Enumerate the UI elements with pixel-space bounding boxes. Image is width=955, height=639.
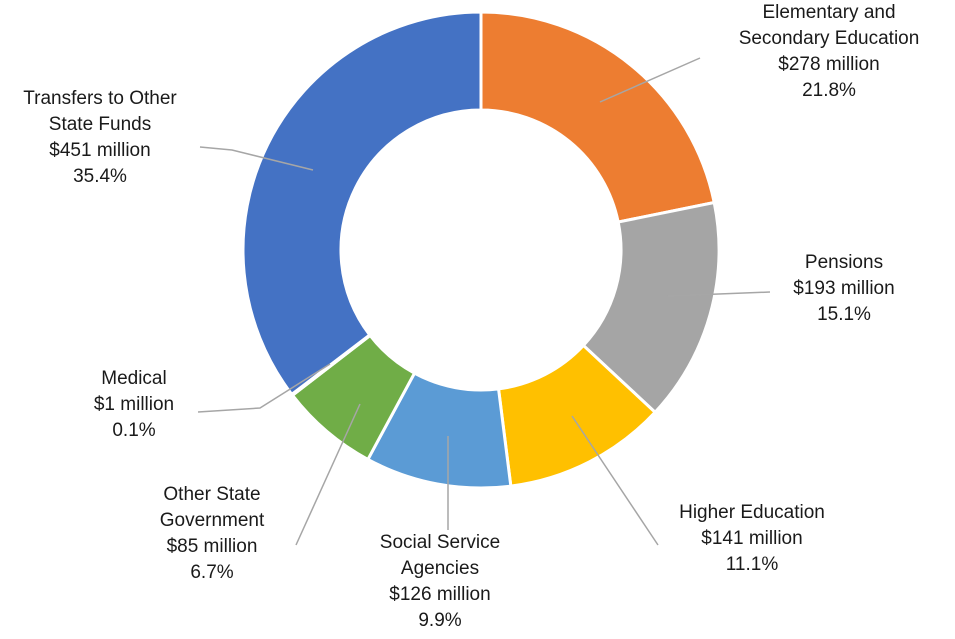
label-category: Transfers to Other (23, 88, 177, 109)
label-category: Elementary and (762, 2, 895, 23)
label-amount: $85 million (167, 536, 258, 557)
label-amount: $451 million (49, 140, 150, 161)
label-amount: $141 million (701, 528, 802, 549)
data-label: Elementary and Secondary Education $278 mi… (739, 2, 920, 101)
label-category: Agencies (401, 558, 479, 579)
leader-line (667, 291, 771, 297)
label-amount: $278 million (778, 54, 879, 75)
label-category: Other State (163, 484, 260, 505)
label-percent: 6.7% (190, 562, 233, 583)
slice-elementary-and-secondary-education (479, 10, 716, 224)
label-category: State Funds (49, 114, 151, 135)
leader-line (197, 363, 331, 413)
label-category: Social Service (380, 532, 500, 553)
slice-transfers-to-other-state-funds (241, 10, 483, 397)
label-percent: 15.1% (817, 304, 871, 325)
data-label: Higher Education $141 million 11.1% (679, 502, 825, 575)
label-category: Pensions (805, 252, 883, 273)
leader-line (199, 146, 314, 171)
data-label: Social Service Agencies $126 million 9.9% (380, 532, 500, 631)
data-label: Other State Government $85 million 6.7% (160, 484, 265, 583)
data-label: Transfers to Other State Funds $451 millio… (23, 88, 177, 187)
label-percent: 0.1% (112, 420, 155, 441)
leader-lines-group (197, 57, 771, 546)
leader-line (295, 403, 361, 546)
label-category: Secondary Education (739, 28, 920, 49)
label-percent: 11.1% (726, 554, 779, 575)
label-amount: $1 million (94, 394, 174, 415)
label-percent: 9.9% (418, 610, 461, 631)
slices-group (241, 10, 721, 490)
labels-group: Elementary and Secondary Education $278 mi… (23, 2, 919, 631)
data-label: Pensions $193 million 15.1% (793, 252, 894, 325)
label-percent: 35.4% (73, 166, 127, 187)
leader-line (571, 415, 659, 546)
label-percent: 21.8% (802, 80, 856, 101)
label-amount: $193 million (793, 278, 894, 299)
label-category: Government (160, 510, 265, 531)
leader-line (599, 57, 701, 103)
label-category: Higher Education (679, 502, 825, 523)
data-label: Medical $1 million 0.1% (94, 368, 174, 441)
label-category: Medical (101, 368, 166, 389)
label-amount: $126 million (389, 584, 490, 605)
